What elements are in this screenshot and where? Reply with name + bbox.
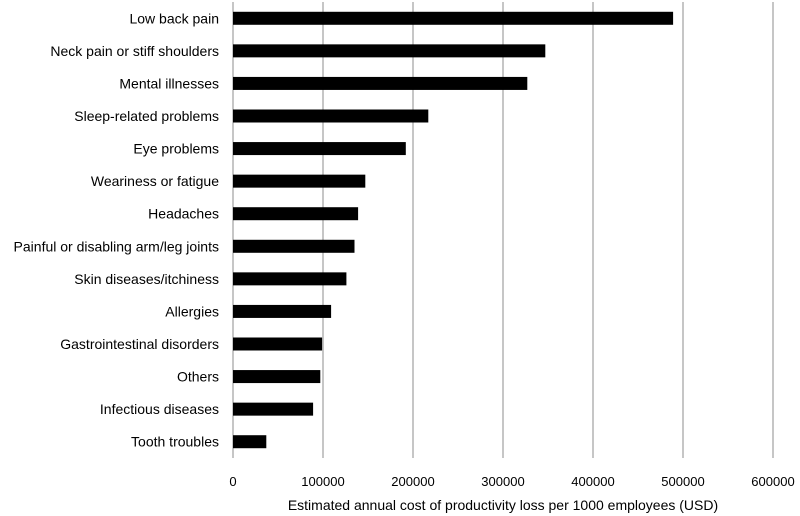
category-label: Headaches [148,206,219,222]
category-label: Tooth troubles [131,434,219,450]
bar [233,304,332,318]
x-tick-label: 0 [229,474,236,489]
bar [233,76,528,90]
x-tick-label: 300000 [481,474,524,489]
bar [233,272,347,286]
category-label: Others [177,369,219,385]
bar [233,337,323,351]
category-label: Skin diseases/itchiness [74,271,219,287]
category-label: Gastrointestinal disorders [60,336,219,352]
bar [233,142,406,156]
bar [233,11,674,25]
x-tick-label: 200000 [391,474,434,489]
category-label: Eye problems [133,141,219,157]
bar [233,44,546,58]
bar [233,174,366,188]
x-tick-labels: 0 100000 200000 300000 400000 500000 600000 [229,474,794,489]
bar [233,207,359,221]
bar [233,370,321,384]
category-label: Weariness or fatigue [91,173,219,189]
x-axis-title: Estimated annual cost of productivity lo… [288,497,718,513]
bar [233,402,314,416]
bar [233,435,267,449]
x-tick-label: 500000 [661,474,704,489]
bars [233,11,674,449]
category-label: Sleep-related problems [74,108,219,124]
x-tick-label: 600000 [751,474,794,489]
category-label: Mental illnesses [119,75,219,91]
category-label: Allergies [165,303,219,319]
bar [233,239,355,253]
gridlines [322,2,774,458]
category-label: Painful or disabling arm/leg joints [14,238,219,254]
category-labels: Low back pain Neck pain or stiff shoulder… [14,10,220,449]
category-label: Infectious diseases [100,401,219,417]
bar [233,109,429,123]
x-tick-label: 400000 [571,474,614,489]
category-label: Neck pain or stiff shoulders [50,43,219,59]
x-tick-label: 100000 [301,474,344,489]
category-label: Low back pain [129,10,219,26]
